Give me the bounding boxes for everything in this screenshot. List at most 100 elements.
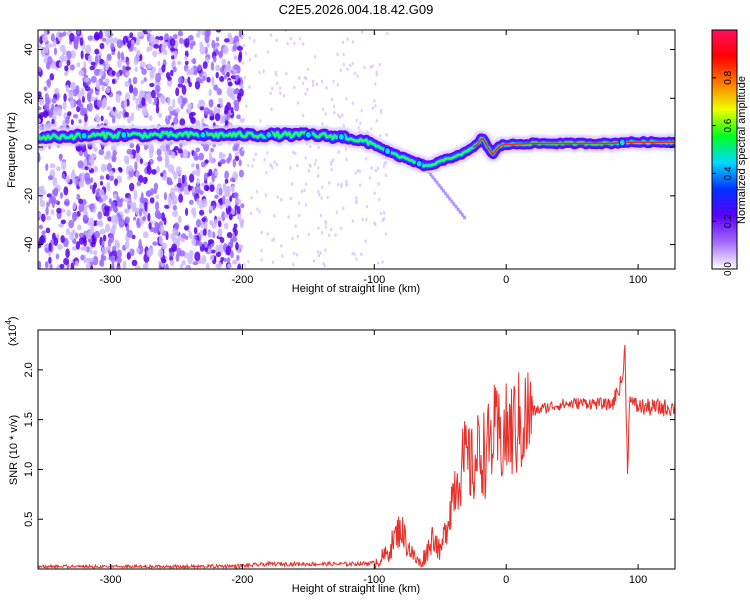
noise-speckle [321, 121, 324, 126]
noise-speckle [38, 152, 41, 163]
noise-speckle [144, 201, 148, 212]
noise-speckle [242, 117, 246, 122]
snr-exponent-close: ) [7, 316, 19, 320]
noise-speckle [53, 47, 58, 56]
noise-speckle [217, 261, 222, 269]
noise-speckle [76, 193, 81, 201]
noise-speckle [223, 45, 229, 55]
noise-speckle [63, 257, 70, 266]
ridge-blob [337, 132, 345, 141]
noise-speckle [118, 110, 123, 115]
noise-speckle [75, 175, 79, 186]
noise-speckle [226, 257, 231, 264]
noise-speckle [293, 85, 296, 90]
noise-speckle [93, 31, 100, 41]
noise-speckle [275, 72, 278, 77]
noise-speckle [80, 87, 85, 97]
noise-speckle [38, 185, 45, 191]
noise-speckle [135, 143, 140, 154]
noise-speckle [258, 209, 261, 214]
noise-speckle [321, 107, 325, 112]
noise-speckle [148, 44, 153, 51]
noise-speckle [106, 106, 112, 111]
noise-speckle [185, 235, 189, 241]
noise-speckle [316, 173, 320, 178]
noise-speckle [439, 186, 443, 191]
noise-speckle [314, 158, 318, 163]
noise-speckle [342, 206, 345, 211]
noise-speckle [93, 98, 98, 109]
noise-speckle [311, 83, 315, 87]
noise-speckle [233, 55, 238, 60]
noise-speckle [359, 252, 363, 256]
noise-speckle [212, 204, 216, 211]
noise-speckle [233, 88, 240, 95]
noise-speckle [155, 194, 160, 199]
noise-speckle [52, 177, 58, 187]
noise-speckle [317, 145, 320, 150]
noise-speckle [62, 31, 67, 37]
noise-speckle [218, 204, 224, 210]
noise-speckle [57, 107, 62, 117]
noise-speckle [374, 82, 377, 86]
noise-speckle [191, 238, 197, 246]
noise-speckle [89, 203, 95, 210]
noise-speckle [306, 67, 310, 72]
noise-speckle [161, 44, 166, 55]
snr-y-tick-label: 1.5 [23, 412, 35, 427]
noise-speckle [248, 57, 251, 62]
noise-speckle [353, 252, 356, 256]
noise-speckle [312, 259, 316, 263]
noise-speckle [199, 190, 204, 195]
noise-speckle [180, 233, 187, 240]
noise-speckle [124, 92, 131, 102]
noise-speckle [124, 239, 130, 250]
noise-speckle [123, 197, 130, 203]
noise-speckle [235, 242, 239, 251]
noise-speckle [330, 97, 334, 102]
noise-speckle [117, 59, 122, 68]
noise-speckle [238, 159, 242, 167]
noise-speckle [110, 144, 117, 152]
noise-speckle [314, 55, 317, 59]
noise-speckle [131, 201, 137, 212]
noise-speckle [145, 93, 149, 102]
noise-speckle [175, 108, 181, 113]
noise-speckle [454, 204, 458, 209]
noise-speckle [201, 254, 207, 265]
noise-speckle [158, 248, 164, 258]
noise-speckle [110, 201, 116, 209]
noise-speckle [351, 251, 354, 256]
ridge-blob [383, 147, 391, 156]
noise-speckle [70, 50, 77, 59]
noise-speckle [98, 149, 105, 156]
noise-speckle [323, 264, 326, 268]
snr-y-ticks: 0.5 1.0 1.5 2.0 [23, 362, 675, 527]
noise-speckle [333, 110, 336, 115]
noise-speckle [161, 64, 166, 73]
noise-speckle [219, 75, 225, 82]
noise-speckle [207, 239, 214, 245]
noise-speckle [44, 261, 49, 269]
noise-speckle [192, 261, 199, 266]
noise-speckle [386, 31, 389, 36]
noise-speckle [53, 237, 59, 247]
noise-speckle [236, 199, 242, 204]
noise-speckle [385, 132, 388, 137]
noise-speckle [218, 50, 223, 59]
noise-speckle [210, 147, 214, 153]
noise-speckle [154, 221, 159, 228]
noise-speckle [176, 60, 182, 65]
noise-speckle [168, 251, 175, 257]
noise-speckle [209, 184, 215, 192]
noise-speckle [45, 215, 52, 221]
noise-speckle [280, 197, 283, 202]
noise-speckle [191, 170, 197, 176]
noise-speckle [49, 263, 53, 269]
noise-speckle [105, 223, 111, 233]
noise-speckle [209, 254, 215, 261]
noise-speckle [129, 248, 135, 257]
noise-speckle [44, 92, 50, 101]
noise-speckle [192, 57, 197, 65]
